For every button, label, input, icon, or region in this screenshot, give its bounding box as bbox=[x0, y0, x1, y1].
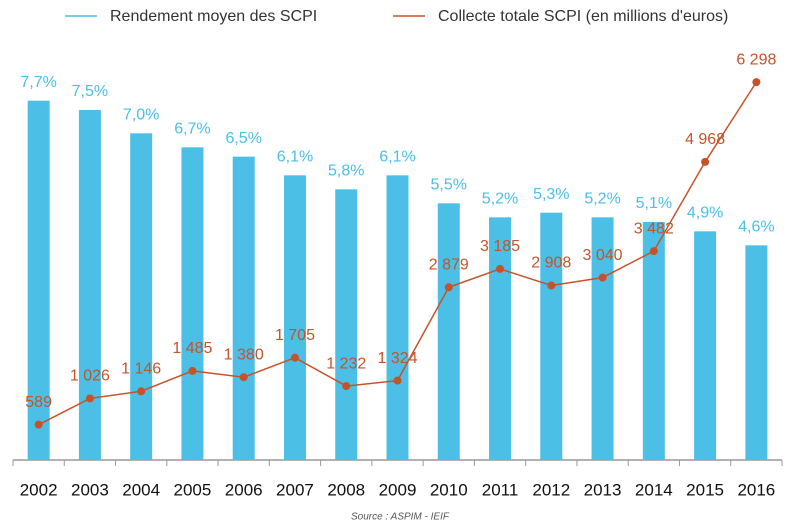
line-point bbox=[34, 420, 43, 429]
line-point bbox=[239, 373, 248, 382]
line-value-label: 1 146 bbox=[121, 360, 161, 377]
line-value-label: 589 bbox=[25, 394, 52, 411]
bar-value-label: 4,6% bbox=[738, 219, 774, 236]
line-point bbox=[393, 376, 402, 385]
line-point bbox=[701, 157, 710, 166]
bar bbox=[540, 212, 563, 460]
x-tick-label: 2015 bbox=[686, 480, 724, 499]
line-value-label: 2 908 bbox=[531, 255, 571, 272]
bar bbox=[78, 110, 101, 460]
line-value-label: 3 482 bbox=[634, 220, 674, 237]
line-value-label: 4 968 bbox=[685, 131, 725, 148]
bar bbox=[335, 189, 358, 461]
x-tick-label: 2011 bbox=[482, 480, 519, 499]
bar-value-label: 6,1% bbox=[379, 149, 415, 166]
x-tick-label: 2012 bbox=[532, 480, 570, 499]
bar-value-label: 5,1% bbox=[636, 195, 672, 212]
line-point bbox=[547, 281, 556, 290]
x-tick-label: 2006 bbox=[225, 480, 263, 499]
line-point bbox=[137, 387, 146, 396]
bar-value-label: 6,1% bbox=[277, 149, 313, 166]
bar bbox=[642, 222, 665, 460]
line-value-label: 6 298 bbox=[736, 51, 776, 68]
line-point bbox=[649, 247, 658, 256]
bar bbox=[386, 175, 409, 461]
line-point bbox=[85, 394, 94, 403]
line-point bbox=[188, 366, 197, 375]
bar-value-label: 6,7% bbox=[174, 121, 210, 138]
x-tick-label: 2008 bbox=[327, 480, 365, 499]
line-value-label: 1 232 bbox=[326, 355, 366, 372]
line-value-label: 1 026 bbox=[70, 368, 110, 385]
legend-label: Collecte totale SCPI (en millions d'euro… bbox=[438, 8, 728, 25]
line-value-label: 2 879 bbox=[429, 256, 469, 273]
line-value-label: 3 040 bbox=[583, 247, 623, 264]
bar-value-label: 5,2% bbox=[584, 191, 620, 208]
bar bbox=[27, 100, 50, 461]
x-tick-label: 2016 bbox=[737, 480, 775, 499]
x-tick-label: 2003 bbox=[71, 480, 109, 499]
line-value-label: 1 705 bbox=[275, 327, 315, 344]
bar bbox=[745, 245, 768, 460]
x-tick-label: 2010 bbox=[430, 480, 468, 499]
x-tick-label: 2004 bbox=[122, 480, 160, 499]
bar-value-label: 7,5% bbox=[72, 83, 108, 100]
bar bbox=[181, 147, 204, 461]
bar bbox=[232, 156, 255, 460]
bar-value-label: 5,3% bbox=[533, 186, 569, 203]
x-tick-label: 2013 bbox=[584, 480, 622, 499]
bar-value-label: 5,8% bbox=[328, 163, 364, 180]
x-tick-label: 2014 bbox=[635, 480, 673, 499]
bar bbox=[437, 203, 460, 461]
legend-label: Rendement moyen des SCPI bbox=[110, 8, 317, 25]
x-tick-label: 2007 bbox=[276, 480, 314, 499]
line-point bbox=[290, 353, 299, 362]
bar-value-label: 5,5% bbox=[431, 177, 467, 194]
x-tick-label: 2009 bbox=[379, 480, 417, 499]
bar-value-label: 4,9% bbox=[687, 205, 723, 222]
line-point bbox=[444, 283, 453, 292]
bar-value-label: 7,0% bbox=[123, 107, 159, 124]
line-value-label: 3 185 bbox=[480, 238, 520, 255]
x-tick-label: 2002 bbox=[20, 480, 58, 499]
bar bbox=[283, 175, 306, 461]
line-point bbox=[496, 264, 505, 273]
line-point bbox=[598, 273, 607, 282]
line-value-label: 1 380 bbox=[224, 346, 264, 363]
line-point bbox=[752, 78, 761, 87]
bar-value-label: 5,2% bbox=[482, 191, 518, 208]
bar-value-label: 7,7% bbox=[20, 74, 56, 91]
line-value-label: 1 324 bbox=[377, 350, 417, 367]
line-value-label: 1 485 bbox=[172, 340, 212, 357]
line-point bbox=[342, 382, 351, 391]
bar bbox=[130, 133, 153, 461]
x-tick-label: 2005 bbox=[174, 480, 212, 499]
bar bbox=[489, 217, 512, 460]
bar bbox=[694, 231, 717, 460]
bar-value-label: 6,5% bbox=[225, 130, 261, 147]
source: Source : ASPIM - IEIF bbox=[351, 512, 450, 523]
